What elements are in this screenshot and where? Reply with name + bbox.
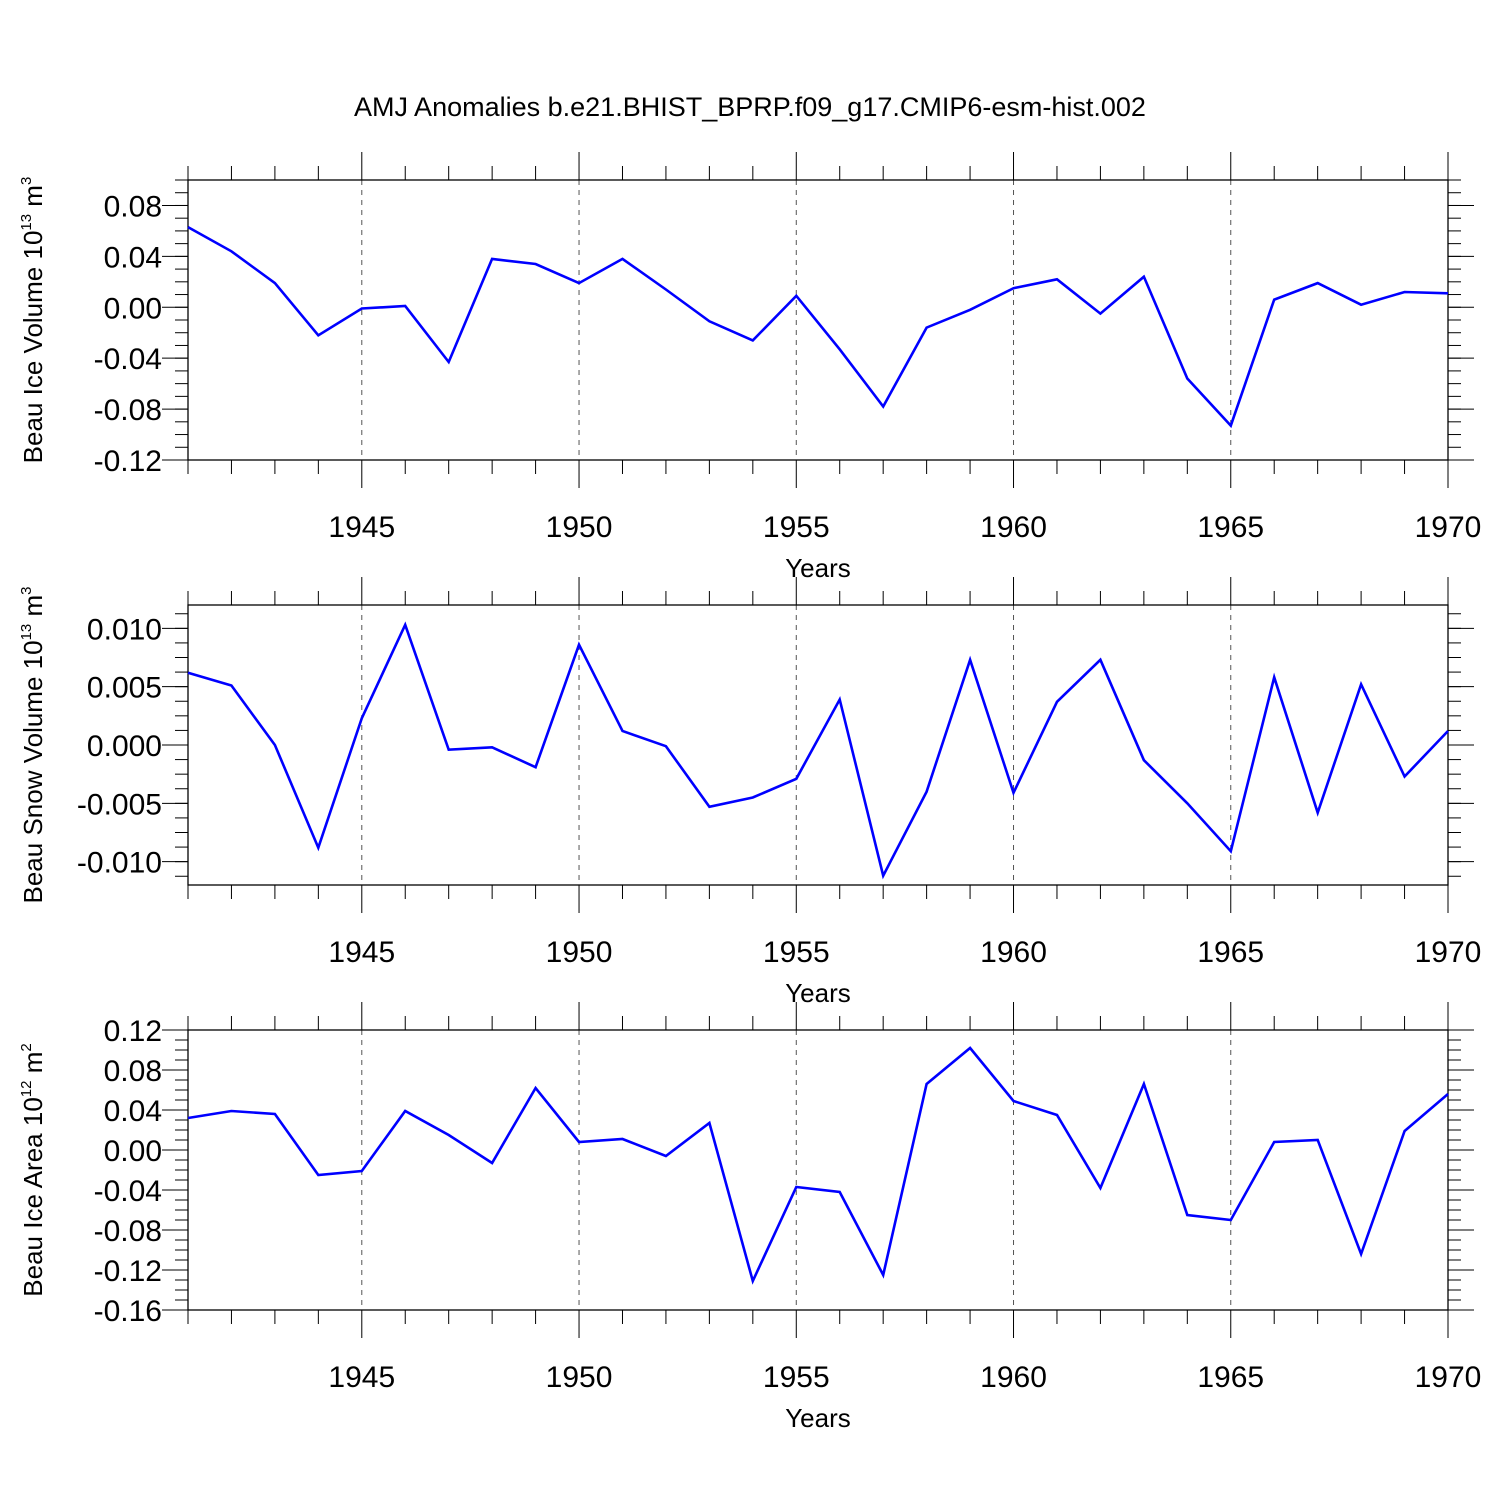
y-axis-title-text: m [18, 185, 48, 214]
y-tick-label: -0.010 [77, 847, 162, 880]
x-axis-title: Years [785, 978, 851, 1008]
x-tick-label: 1960 [980, 1361, 1047, 1394]
x-tick-label: 1970 [1415, 1361, 1482, 1394]
y-tick-label: -0.08 [94, 1215, 162, 1248]
x-tick-label: 1970 [1415, 511, 1482, 544]
y-axis-title: Beau Ice Area 1012 m2 [18, 1043, 48, 1296]
series-line [187, 1046, 1449, 1285]
chart-title: AMJ Anomalies b.e21.BHIST_BPRP.f09_g17.C… [354, 92, 1146, 122]
y-tick-label: -0.08 [94, 394, 162, 427]
y-tick-label: -0.005 [77, 788, 162, 821]
y-axis-title-superscript: 3 [18, 587, 35, 595]
y-tick-label: -0.12 [94, 445, 162, 478]
y-tick-label: -0.12 [94, 1255, 162, 1288]
x-tick-label: 1970 [1415, 936, 1482, 969]
y-axis-title-superscript: 3 [18, 177, 35, 185]
y-tick-label: 0.00 [104, 292, 162, 325]
x-tick-label: 1965 [1197, 511, 1264, 544]
y-axis-title-superscript: 13 [18, 214, 35, 231]
y-axis-title-superscript: 13 [18, 624, 35, 641]
panel-2: -0.010 -0.005 0.000 0.005 0.010 1945 1950 1955 1… [18, 577, 1481, 1008]
y-axis-title-text: Beau Ice Area 10 [18, 1097, 48, 1296]
y-axis-title-text: Beau Ice Volume 10 [18, 231, 48, 464]
x-tick-label: 1950 [546, 511, 613, 544]
x-tick-label: 1965 [1197, 936, 1264, 969]
x-tick-label: 1960 [980, 511, 1047, 544]
y-tick-label: 0.04 [104, 241, 162, 274]
y-axis-title-superscript: 12 [18, 1081, 35, 1098]
x-tick-label: 1960 [980, 936, 1047, 969]
x-tick-label: 1965 [1197, 1361, 1264, 1394]
y-tick-label: 0.00 [104, 1135, 162, 1168]
panel-1: -0.12 -0.08 -0.04 0.00 0.04 0.08 1945 1950 1955 1… [18, 152, 1481, 583]
x-tick-label: 1945 [328, 936, 395, 969]
y-tick-label: 0.010 [87, 613, 162, 646]
panel-3: -0.16 -0.12 -0.08 -0.04 0.00 0.04 0.08 0.12 1945… [18, 1002, 1481, 1433]
series-line [187, 621, 1449, 880]
x-tick-label: 1955 [763, 511, 830, 544]
x-tick-label: 1955 [763, 1361, 830, 1394]
x-tick-label: 1955 [763, 936, 830, 969]
panels: -0.12 -0.08 -0.04 0.00 0.04 0.08 1945 1950 1955 1… [18, 152, 1481, 1433]
y-axis-title-text: m [18, 1052, 48, 1081]
x-axis-title: Years [785, 1403, 851, 1433]
y-axis-title-text: m [18, 595, 48, 624]
y-tick-label: 0.000 [87, 730, 162, 763]
y-axis-title-superscript: 2 [18, 1043, 35, 1051]
y-axis-title: Beau Ice Volume 1013 m3 [18, 177, 48, 464]
series-line [187, 225, 1449, 429]
y-axis-title: Beau Snow Volume 1013 m3 [18, 587, 48, 904]
x-tick-label: 1945 [328, 511, 395, 544]
y-axis-title-text: Beau Snow Volume 10 [18, 640, 48, 903]
y-tick-label: 0.08 [104, 190, 162, 223]
y-tick-label: 0.08 [104, 1055, 162, 1088]
y-tick-label: -0.16 [94, 1295, 162, 1328]
x-tick-label: 1950 [546, 1361, 613, 1394]
plot-frame [187, 604, 1449, 886]
y-tick-label: 0.12 [104, 1015, 162, 1048]
x-axis-title: Years [785, 553, 851, 583]
plot-frame [187, 179, 1449, 461]
y-tick-label: 0.04 [104, 1095, 162, 1128]
y-tick-label: -0.04 [94, 1175, 162, 1208]
x-tick-label: 1950 [546, 936, 613, 969]
x-tick-label: 1945 [328, 1361, 395, 1394]
y-tick-label: 0.005 [87, 672, 162, 705]
y-tick-label: -0.04 [94, 343, 162, 376]
